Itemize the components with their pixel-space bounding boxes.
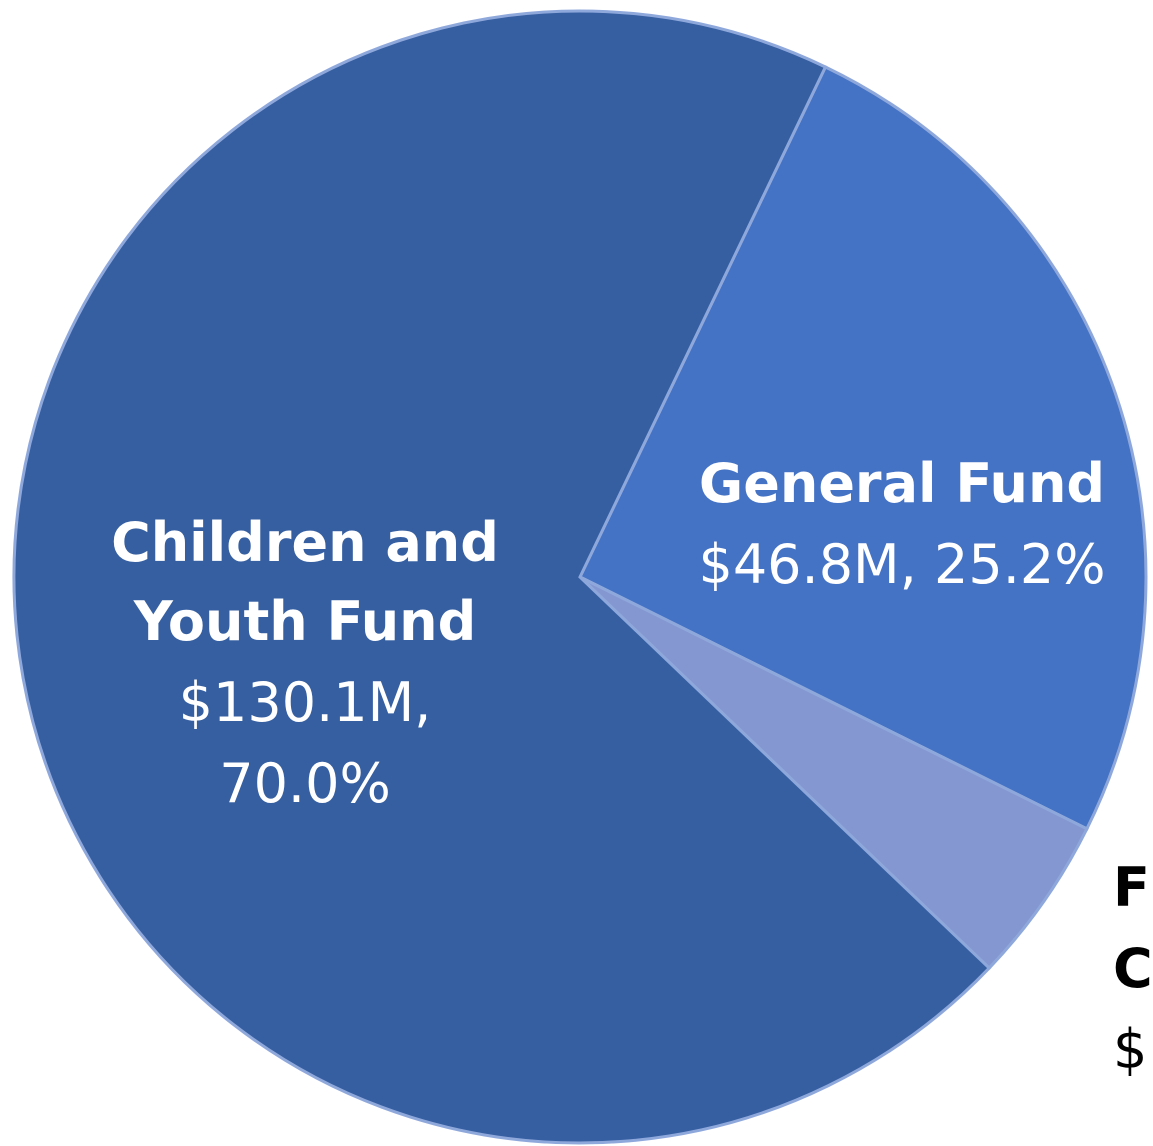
label-general-fund-name: General Fund — [699, 452, 1105, 515]
label-children-youth-fund-value-line1: $130.1M, — [179, 671, 432, 734]
pie-slice-1 — [578, 64, 1148, 831]
pie-slices — [12, 9, 1148, 1145]
label-children-youth-fund-name-line1: Children and — [111, 511, 499, 574]
label-children-youth-fund-name-line2: Youth Fund — [133, 590, 476, 653]
label-children-youth-fund-value-line2: 70.0% — [219, 752, 391, 815]
label-cut-off-line2: C — [1113, 937, 1153, 1000]
label-general-fund-value: $46.8M, 25.2% — [698, 533, 1105, 596]
label-cut-off-line3: $ — [1113, 1018, 1147, 1081]
label-cut-off-line1: F — [1113, 856, 1150, 919]
pie-slice-2 — [578, 575, 1089, 971]
pie-slice-3 — [12, 9, 992, 1145]
